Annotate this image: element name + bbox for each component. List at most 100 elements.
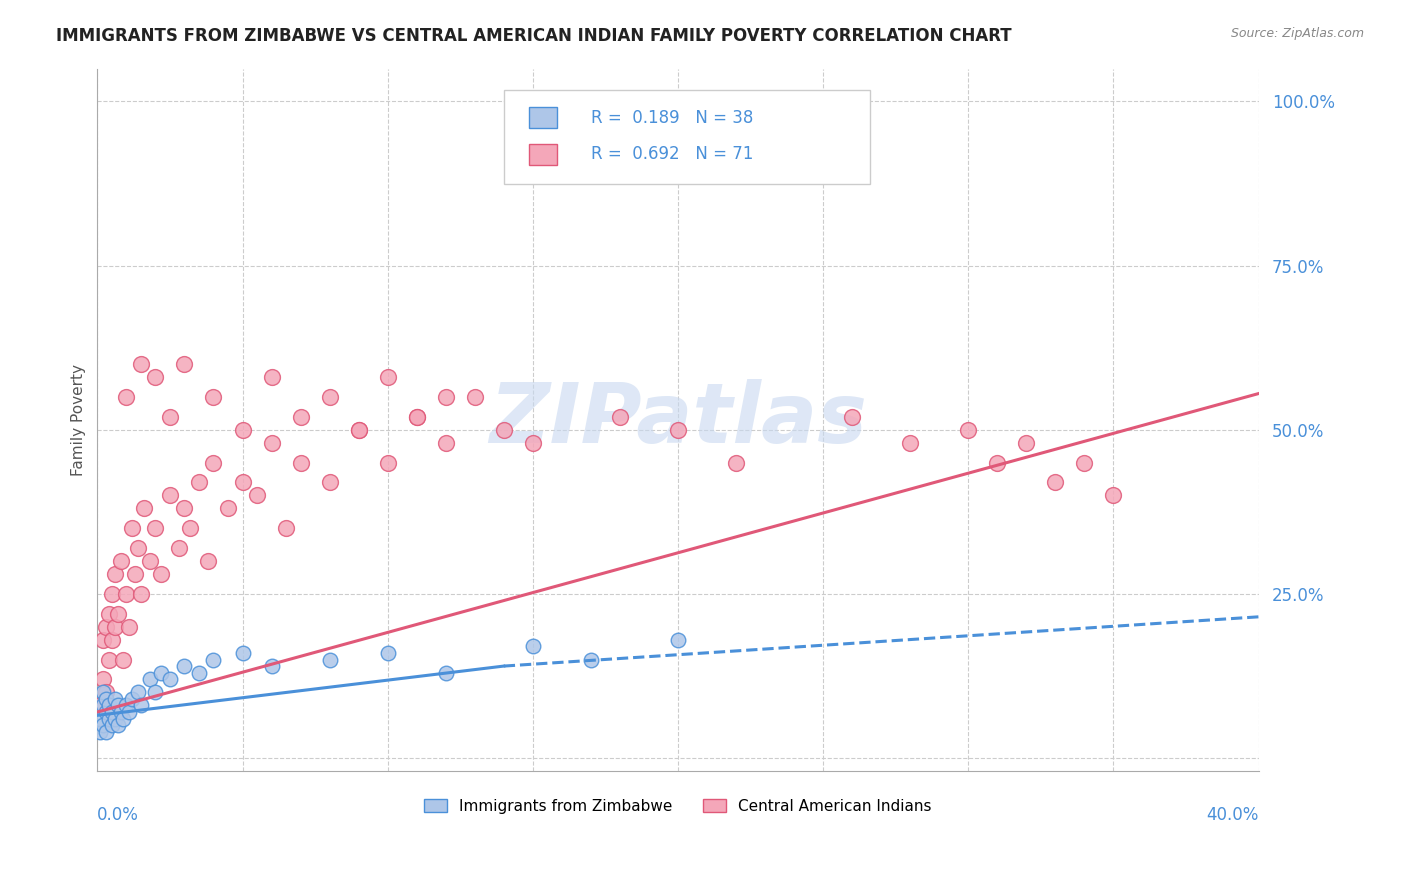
Text: IMMIGRANTS FROM ZIMBABWE VS CENTRAL AMERICAN INDIAN FAMILY POVERTY CORRELATION C: IMMIGRANTS FROM ZIMBABWE VS CENTRAL AMER… (56, 27, 1012, 45)
Point (115, 587, 138, 601)
Point (377, 370, 399, 384)
Legend: Immigrants from Zimbabwe, Central American Indians: Immigrants from Zimbabwe, Central Americ… (418, 792, 938, 820)
Point (97, 712, 120, 726)
Point (91, 718, 114, 732)
Point (260, 435, 283, 450)
Point (145, 685, 167, 699)
Point (101, 705, 124, 719)
FancyBboxPatch shape (503, 89, 869, 185)
Text: 40.0%: 40.0% (1206, 806, 1258, 824)
Point (97, 652, 120, 666)
Point (666, 632, 689, 647)
Point (94, 692, 117, 706)
Point (434, 390, 457, 404)
Point (118, 705, 141, 719)
Point (260, 659, 283, 673)
Point (231, 475, 253, 490)
Point (522, 640, 544, 654)
Y-axis label: Family Poverty: Family Poverty (72, 364, 86, 475)
Point (101, 718, 124, 732)
Point (145, 370, 167, 384)
Point (89, 712, 111, 726)
Point (110, 554, 132, 568)
Point (231, 646, 253, 660)
Point (434, 665, 457, 680)
Text: 0.0%: 0.0% (97, 806, 139, 824)
Point (290, 409, 312, 424)
Point (132, 501, 155, 516)
Text: R =  0.189   N = 38: R = 0.189 N = 38 (591, 109, 754, 127)
Point (434, 435, 457, 450)
Point (107, 607, 129, 621)
Point (231, 423, 253, 437)
Point (197, 554, 219, 568)
Point (1102, 488, 1125, 502)
Point (159, 409, 181, 424)
Point (112, 652, 135, 666)
Point (91, 632, 114, 647)
Point (115, 698, 138, 713)
Point (202, 390, 225, 404)
Point (145, 521, 167, 535)
Point (107, 698, 129, 713)
Text: ZIPatlas: ZIPatlas (489, 379, 868, 460)
Point (986, 456, 1008, 470)
Point (97, 607, 120, 621)
Point (724, 456, 747, 470)
Point (124, 567, 146, 582)
Point (104, 692, 127, 706)
Point (898, 435, 921, 450)
Point (1073, 456, 1095, 470)
Point (104, 712, 127, 726)
Point (1045, 475, 1067, 490)
Point (167, 541, 190, 555)
Point (188, 665, 211, 680)
Point (377, 456, 399, 470)
Point (118, 620, 141, 634)
Point (347, 423, 370, 437)
Point (110, 705, 132, 719)
Point (492, 423, 515, 437)
Point (115, 390, 138, 404)
Point (173, 659, 195, 673)
FancyBboxPatch shape (529, 107, 557, 128)
Point (318, 390, 340, 404)
Point (94, 620, 117, 634)
Point (94, 705, 117, 719)
Point (89, 698, 111, 713)
Point (107, 718, 129, 732)
Point (609, 409, 631, 424)
Point (150, 567, 173, 582)
Point (202, 456, 225, 470)
Point (246, 488, 269, 502)
Point (159, 488, 181, 502)
Point (104, 567, 127, 582)
Point (274, 521, 297, 535)
Point (112, 712, 135, 726)
Point (127, 541, 149, 555)
Point (127, 685, 149, 699)
Text: R =  0.692   N = 71: R = 0.692 N = 71 (591, 145, 754, 163)
Point (179, 521, 201, 535)
Point (377, 646, 399, 660)
Point (91, 698, 114, 713)
Point (129, 357, 152, 371)
Point (783, 160, 806, 174)
Point (1015, 435, 1038, 450)
Point (173, 357, 195, 371)
Point (91, 685, 114, 699)
Point (318, 652, 340, 666)
Point (138, 554, 160, 568)
Point (405, 409, 427, 424)
Point (173, 501, 195, 516)
Point (101, 632, 124, 647)
Point (841, 409, 863, 424)
Point (202, 652, 225, 666)
Point (129, 587, 152, 601)
Point (957, 423, 980, 437)
Point (318, 475, 340, 490)
Point (101, 587, 124, 601)
Point (405, 409, 427, 424)
Point (464, 390, 486, 404)
Point (94, 724, 117, 739)
